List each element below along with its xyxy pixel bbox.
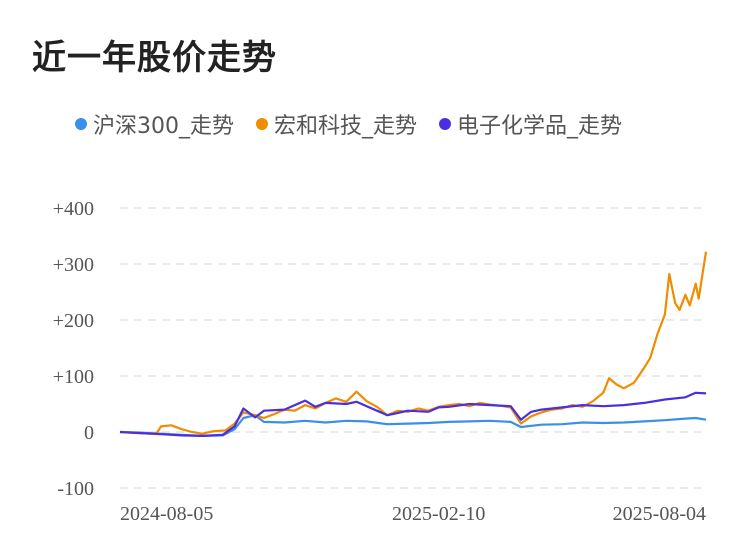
series-layer [119, 251, 708, 437]
y-tick-label: +200 [53, 310, 94, 332]
y-tick-label: 0 [84, 422, 94, 444]
x-tick-label: 2025-02-10 [392, 503, 485, 525]
y-axis: +400 +300 +200 +100 0 -100 [53, 198, 94, 500]
x-tick-label: 2024-08-05 [120, 503, 213, 525]
legend-label: 电子化学品_走势 [457, 114, 623, 139]
y-tick-label: -100 [57, 478, 94, 500]
legend-item-chem[interactable]: 电子化学品_走势 [439, 108, 622, 140]
y-tick-label: +400 [53, 198, 94, 220]
legend-item-hongda[interactable]: 宏和科技_走势 [256, 108, 417, 140]
y-tick-label: +300 [53, 254, 94, 276]
series-line-2 [119, 391, 707, 437]
x-axis: 2024-08-05 2025-02-10 2025-08-04 [120, 503, 706, 525]
legend-label: 沪深300_走势 [93, 114, 234, 139]
legend: 沪深300_走势 宏和科技_走势 电子化学品_走势 [75, 108, 644, 140]
y-tick-label: +100 [53, 366, 94, 388]
legend-dot-icon [256, 118, 268, 130]
grid-layer [120, 207, 706, 489]
legend-label: 宏和科技_走势 [274, 114, 418, 139]
chart-title: 近一年股价走势 [32, 38, 277, 78]
legend-dot-icon [75, 118, 87, 130]
legend-dot-icon [439, 118, 452, 130]
legend-item-hs300[interactable]: 沪深300_走势 [75, 108, 234, 140]
x-tick-label: 2025-08-04 [613, 503, 706, 525]
